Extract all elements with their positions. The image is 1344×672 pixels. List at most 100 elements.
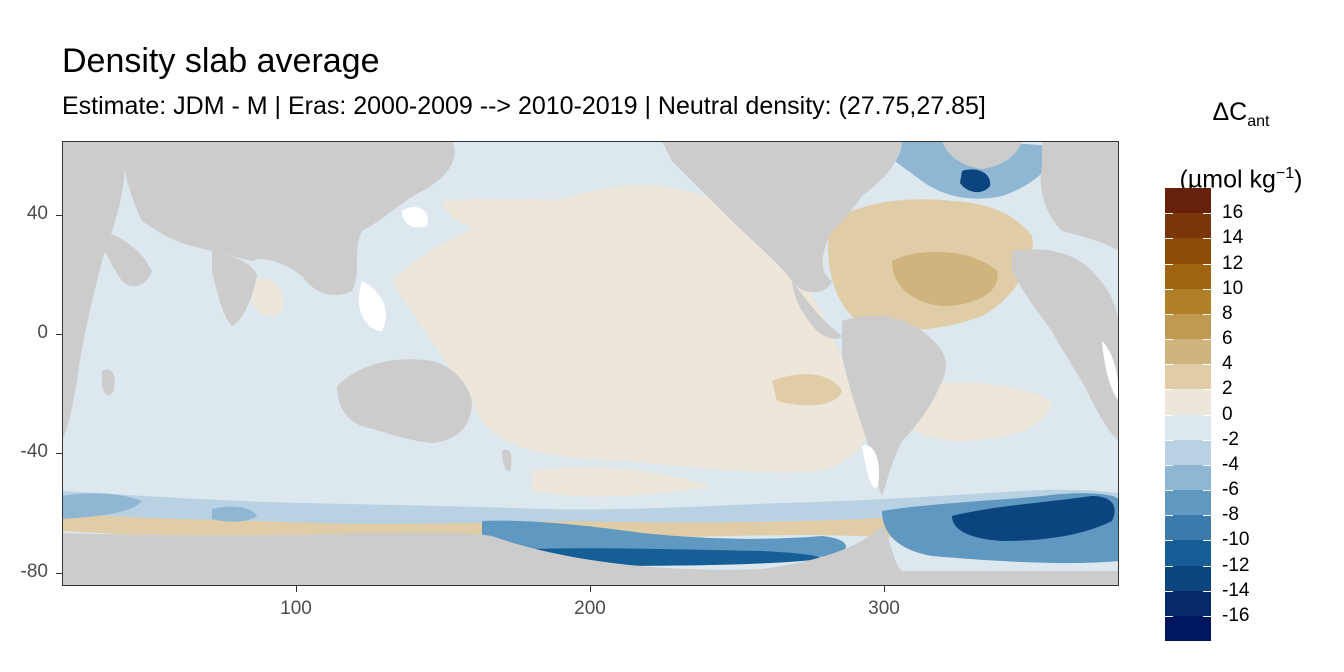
missing-data-patches	[358, 206, 1119, 488]
legend-label: 8	[1222, 302, 1233, 324]
legend-tick	[1203, 540, 1211, 542]
europe-land	[1040, 141, 1119, 251]
asia-land	[122, 141, 455, 296]
legend-label: 10	[1222, 277, 1244, 299]
legend-label: 16	[1222, 202, 1244, 224]
legend-tick	[1203, 288, 1211, 290]
legend-swatch	[1165, 615, 1211, 642]
legend-tick	[1165, 565, 1173, 567]
legend-swatch	[1165, 490, 1211, 516]
legend-swatch	[1165, 515, 1211, 541]
legend-swatch	[1165, 339, 1211, 365]
legend-label: -16	[1222, 604, 1250, 626]
legend-swatch	[1165, 464, 1211, 491]
x-tick-mark	[296, 586, 297, 592]
legend-label: -4	[1222, 453, 1239, 475]
legend-tick	[1165, 414, 1173, 416]
x-tick-label: 300	[868, 598, 900, 619]
y-tick-mark	[56, 334, 62, 335]
legend-label: -12	[1222, 554, 1250, 576]
legend-tick	[1165, 238, 1173, 240]
africa-right-land	[1012, 249, 1119, 441]
legend-tick	[1203, 414, 1211, 416]
irminger-core	[960, 169, 991, 193]
x-tick-mark	[884, 586, 885, 592]
legend-swatch	[1165, 389, 1211, 415]
central-america-land	[792, 281, 842, 339]
arabia-land	[102, 231, 152, 287]
legend-tick	[1203, 464, 1211, 466]
legend-swatch	[1165, 414, 1211, 441]
x-tick-mark	[590, 586, 591, 592]
legend-swatch	[1165, 364, 1211, 390]
legend-label: 14	[1222, 227, 1244, 249]
legend-swatch	[1165, 188, 1211, 214]
indian-positive-patch	[252, 278, 283, 317]
y-tick-mark	[56, 453, 62, 454]
map-canvas	[62, 141, 1119, 586]
australia-land	[337, 359, 472, 443]
legend-tick	[1165, 389, 1173, 391]
pacific-positive-region	[392, 185, 869, 473]
legend-tick	[1165, 313, 1173, 315]
legend-tick	[1203, 590, 1211, 592]
legend-swatch	[1165, 263, 1211, 290]
panel-border	[62, 141, 1119, 586]
pacific-positive-north	[442, 198, 715, 251]
legend-swatch	[1165, 565, 1211, 592]
weddell-sea-core	[952, 496, 1115, 541]
west-indian-negative	[62, 493, 142, 519]
new-zealand-land	[502, 449, 512, 472]
legend-label: 12	[1222, 252, 1244, 274]
x-tick-label: 100	[280, 598, 312, 619]
legend-swatch	[1165, 439, 1211, 466]
y-tick-label: 40	[26, 203, 48, 224]
legend-tick	[1165, 263, 1173, 265]
x-tick-label: 200	[574, 598, 606, 619]
legend-tick	[1203, 213, 1211, 215]
legend-label: 4	[1222, 353, 1233, 375]
legend-label: -2	[1222, 428, 1239, 450]
africa-land	[62, 141, 125, 441]
madagascar-land	[102, 369, 115, 396]
legend-tick	[1165, 364, 1173, 366]
north-atlantic-core	[892, 251, 998, 306]
legend-colorbar	[1165, 188, 1211, 642]
legend-tick	[1203, 439, 1211, 441]
land-masses	[62, 141, 1119, 586]
legend-label: -8	[1222, 504, 1239, 526]
kerguelen-negative	[212, 506, 257, 522]
legend-swatch	[1165, 590, 1211, 617]
legend-tick	[1203, 389, 1211, 391]
legend-label: -6	[1222, 479, 1239, 500]
map-panel	[62, 141, 1119, 586]
legend-label: 6	[1222, 328, 1233, 349]
legend-label: -10	[1222, 529, 1250, 551]
legend-tick	[1203, 364, 1211, 366]
legend-tick	[1203, 313, 1211, 315]
y-tick-label: -80	[20, 561, 48, 582]
y-tick-mark	[56, 573, 62, 574]
legend-tick	[1165, 490, 1173, 491]
legend-tick	[1203, 238, 1211, 240]
legend-tick	[1165, 439, 1173, 441]
legend-label: 0	[1222, 403, 1233, 425]
legend-tick	[1203, 490, 1211, 491]
legend-swatch	[1165, 540, 1211, 566]
missing-patch	[402, 206, 428, 228]
legend-swatch	[1165, 213, 1211, 239]
legend-tick	[1165, 288, 1173, 290]
legend-tick	[1203, 339, 1211, 340]
legend-label: -14	[1222, 579, 1250, 601]
legend-swatch	[1165, 288, 1211, 315]
legend-tick	[1165, 213, 1173, 215]
antarctica-land	[62, 526, 1119, 586]
north-america-land	[662, 141, 902, 293]
missing-patch	[1102, 341, 1119, 401]
south-indian-patch	[532, 466, 712, 497]
greenland-land	[942, 141, 1022, 169]
legend-tick	[1165, 339, 1173, 340]
legend-tick	[1165, 540, 1173, 542]
legend-tick	[1165, 515, 1173, 517]
southern-ocean-negative	[62, 489, 1119, 524]
